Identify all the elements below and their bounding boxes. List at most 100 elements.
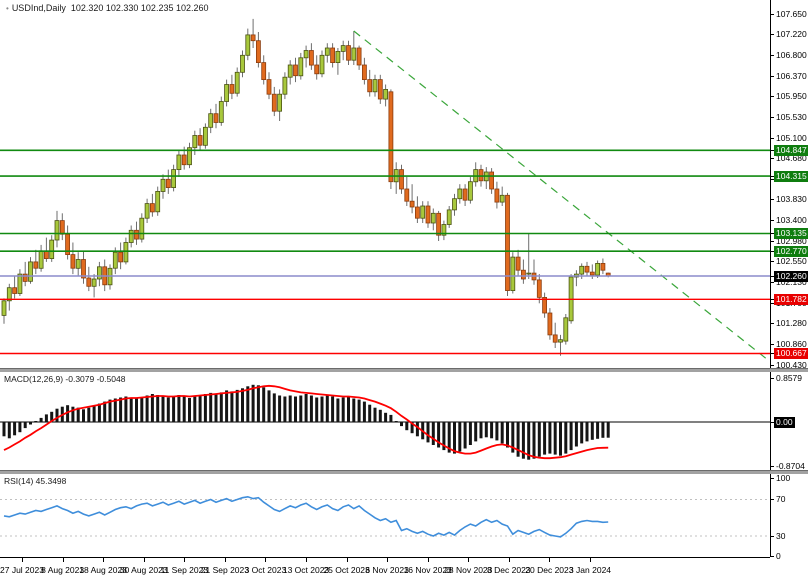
macd-label: MACD(12,26,9) -0.3079 -0.5048: [4, 374, 126, 384]
trend-line[interactable]: [353, 30, 770, 363]
macd-bar: [405, 422, 409, 431]
axis-tick: [770, 137, 774, 139]
macd-bar: [262, 387, 266, 422]
candle-body: [6, 287, 12, 302]
candle-body: [149, 203, 155, 213]
candle-body: [308, 50, 314, 66]
candle-body: [234, 71, 240, 94]
macd-bar: [357, 399, 361, 422]
time-tick: [346, 558, 348, 562]
candle-body: [176, 154, 182, 171]
candle-body: [542, 296, 547, 314]
candle-body: [134, 229, 139, 240]
price-tick-label: 105.950: [776, 91, 807, 102]
axis-tick: [770, 199, 774, 201]
candle-body: [510, 256, 516, 292]
time-tick: [143, 558, 145, 562]
price-tick-label: 106.800: [776, 49, 807, 60]
pane-separator[interactable]: [0, 470, 808, 474]
macd-bar: [336, 398, 340, 422]
candle-body: [505, 194, 510, 292]
candle-body: [547, 312, 553, 336]
candle-body: [536, 279, 542, 298]
time-tick: [265, 558, 267, 562]
macd-pane[interactable]: [0, 372, 770, 470]
macd-bar: [606, 422, 610, 438]
axis-tick: [770, 343, 774, 345]
macd-bar: [596, 422, 600, 439]
macd-bar: [103, 401, 107, 422]
macd-bar: [124, 396, 128, 422]
date-label: 8 Dec 2023: [487, 565, 531, 575]
price-axis[interactable]: 107.650 107.220 106.800 106.370 105.950 105.5…: [770, 0, 808, 580]
macd-bar: [347, 396, 350, 422]
macd-bar: [119, 397, 123, 422]
rsi-label: RSI(14) 45.3498: [4, 476, 67, 486]
price-tick-label: 100.430: [776, 359, 807, 370]
macd-bar: [453, 422, 456, 454]
macd-chart-svg[interactable]: [0, 372, 770, 470]
candle-body: [293, 64, 298, 77]
price-tick-label: 101.280: [776, 318, 807, 329]
price-tick-label: 102.980: [776, 235, 807, 246]
macd-bar: [214, 394, 218, 423]
candle-body: [579, 265, 585, 275]
candle-body: [97, 266, 102, 280]
axis-tick: [770, 364, 774, 366]
axis-border-line: [770, 0, 771, 557]
macd-bar: [198, 395, 202, 422]
axis-tick: [770, 34, 774, 36]
macd-bar: [299, 395, 303, 422]
macd-bar: [442, 422, 446, 451]
candle-body: [388, 91, 394, 183]
candle-body: [430, 212, 436, 224]
time-tick: [224, 558, 226, 562]
macd-bar: [400, 422, 403, 427]
candle-body: [356, 47, 362, 66]
macd-bar: [82, 409, 85, 423]
macd-bar: [437, 422, 441, 448]
price-tick-label: 102.550: [776, 256, 807, 267]
candle-body: [584, 265, 590, 273]
date-label: 28 Nov 2023: [444, 565, 493, 575]
price-chart-svg[interactable]: [0, 0, 770, 368]
candle-body: [165, 178, 171, 189]
macd-bar: [246, 386, 250, 422]
candle-body: [240, 54, 245, 73]
candle-body: [70, 254, 76, 269]
candle-body: [558, 339, 563, 343]
candle-body: [266, 79, 272, 95]
candle-body: [38, 250, 44, 269]
axis-tick: [770, 240, 774, 242]
macd-bar: [309, 395, 313, 422]
candle-body: [414, 206, 420, 219]
price-pane[interactable]: [0, 0, 770, 368]
pane-separator[interactable]: [0, 368, 808, 372]
candle-body: [600, 262, 606, 271]
rsi-chart-svg[interactable]: [0, 474, 770, 557]
macd-bar: [18, 422, 22, 433]
macd-bar: [87, 407, 91, 422]
macd-bar: [564, 422, 568, 454]
candle-body: [287, 64, 293, 78]
date-label: 11 Sep 2023: [160, 565, 209, 575]
candle-body: [181, 154, 187, 166]
rsi-pane[interactable]: [0, 474, 770, 557]
macd-bar: [484, 422, 488, 438]
candle-body: [160, 178, 166, 192]
date-label: 20 Dec 2023: [525, 565, 574, 575]
macd-bar: [537, 422, 541, 457]
candle-body: [335, 51, 341, 64]
candle-body: [404, 188, 410, 202]
macd-bar: [156, 395, 160, 422]
macd-bar: [447, 422, 451, 453]
candle-body: [139, 217, 145, 240]
rsi-axis-label: 100: [776, 472, 791, 483]
time-axis[interactable]: 27 Jul 2023 8 Aug 2023 18 Aug 2023 30 Aug 2…: [0, 557, 808, 580]
candle-body: [526, 272, 532, 275]
macd-bar: [415, 422, 419, 437]
candle-body: [22, 273, 28, 282]
date-label: 30 Aug 2023: [119, 565, 168, 575]
macd-bar: [479, 422, 483, 439]
